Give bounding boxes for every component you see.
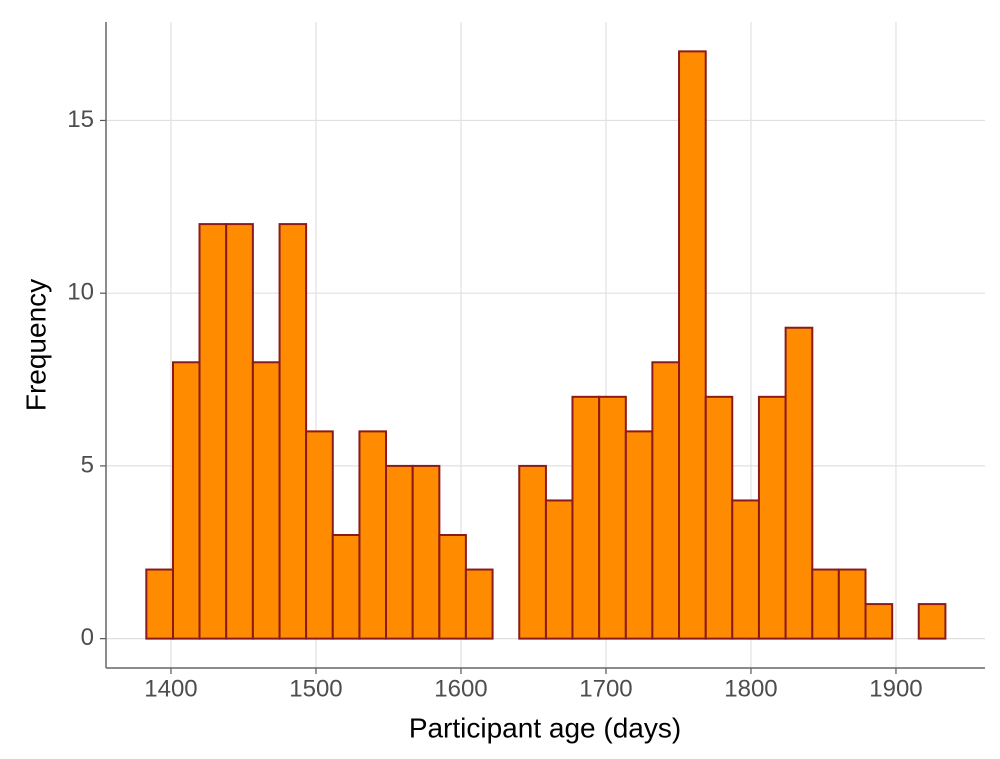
bar	[651, 361, 681, 640]
bar	[198, 223, 228, 640]
bar	[251, 361, 281, 640]
bar	[384, 464, 414, 640]
bar	[757, 395, 787, 640]
bar	[811, 568, 840, 640]
x-tick-label: 1900	[869, 675, 922, 702]
bar	[411, 464, 441, 640]
y-axis-title: Frequency	[20, 279, 51, 411]
bar	[704, 395, 734, 640]
bar	[571, 395, 601, 640]
y-tick-label: 10	[67, 279, 94, 306]
y-tick-label: 0	[81, 624, 94, 651]
y-tick-label: 15	[67, 106, 94, 133]
bar	[464, 568, 494, 640]
bar	[544, 499, 574, 640]
bar	[518, 464, 547, 640]
x-tick-label: 1600	[434, 675, 487, 702]
bar	[331, 534, 361, 640]
bar	[438, 534, 467, 640]
bar	[784, 326, 814, 640]
bar	[145, 568, 174, 640]
bar	[837, 568, 867, 640]
bar	[598, 395, 627, 640]
bar	[864, 603, 894, 640]
y-tick-label: 5	[81, 451, 94, 478]
x-axis-title: Participant age (days)	[409, 712, 681, 743]
bar	[171, 361, 201, 640]
bar	[358, 430, 387, 640]
x-tick-label: 1500	[289, 675, 342, 702]
bar	[305, 430, 334, 640]
bar	[278, 223, 308, 640]
x-tick-label: 1400	[144, 675, 197, 702]
x-tick-label: 1800	[724, 675, 777, 702]
bar	[225, 223, 254, 640]
bar	[731, 499, 760, 640]
x-tick-label: 1700	[579, 675, 632, 702]
bar	[624, 430, 654, 640]
bar	[678, 50, 707, 640]
bar	[917, 603, 947, 640]
